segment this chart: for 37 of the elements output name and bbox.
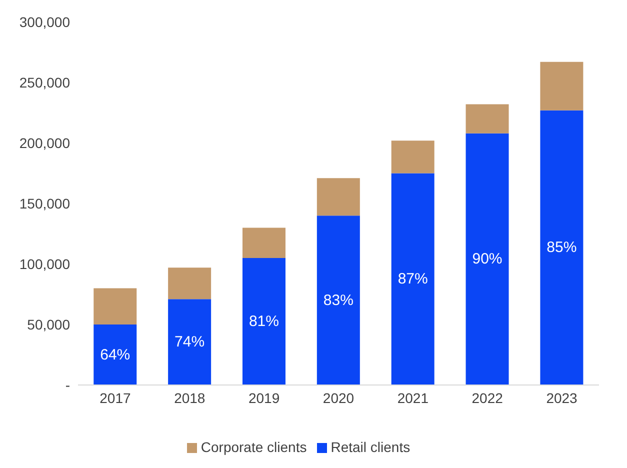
bar bbox=[168, 299, 212, 385]
bar bbox=[94, 288, 137, 324]
bar bbox=[540, 62, 584, 110]
legend-label: Corporate clients bbox=[200, 439, 307, 455]
x-tick-label: 2022 bbox=[472, 390, 504, 406]
bar bbox=[391, 140, 434, 174]
bar bbox=[466, 104, 509, 134]
y-tick-label: - bbox=[65, 376, 70, 393]
annotation: 90% bbox=[472, 250, 502, 268]
bar bbox=[391, 173, 434, 385]
bar bbox=[168, 268, 212, 300]
y-tick-label: 100,000 bbox=[19, 256, 70, 272]
bar bbox=[466, 133, 509, 385]
annotation: 74% bbox=[174, 334, 205, 351]
annotation: 85% bbox=[546, 239, 577, 256]
annotation: 87% bbox=[398, 270, 428, 288]
annotation: 64% bbox=[100, 346, 130, 364]
x-tick-label: 2021 bbox=[397, 390, 429, 406]
y-tick-label: 200,000 bbox=[19, 134, 70, 151]
x-tick-label: 2017 bbox=[100, 390, 131, 406]
bar bbox=[540, 110, 584, 385]
y-tick-label: 300,000 bbox=[19, 14, 70, 30]
bar bbox=[316, 178, 360, 216]
bar bbox=[242, 258, 286, 385]
y-tick-label: 150,000 bbox=[19, 195, 70, 212]
legend-label: Retail clients bbox=[330, 439, 410, 455]
x-tick-label: 2019 bbox=[248, 390, 280, 406]
x-tick-label: 2018 bbox=[174, 390, 206, 406]
bar bbox=[94, 324, 137, 385]
y-tick-label: 50,000 bbox=[27, 316, 70, 332]
annotation: 83% bbox=[323, 292, 354, 309]
x-tick-label: 2023 bbox=[546, 390, 578, 406]
bar bbox=[316, 216, 360, 385]
y-tick-label: 250,000 bbox=[19, 74, 70, 90]
bar bbox=[242, 228, 286, 258]
x-tick-label: 2020 bbox=[322, 390, 354, 406]
annotation: 81% bbox=[248, 312, 280, 330]
